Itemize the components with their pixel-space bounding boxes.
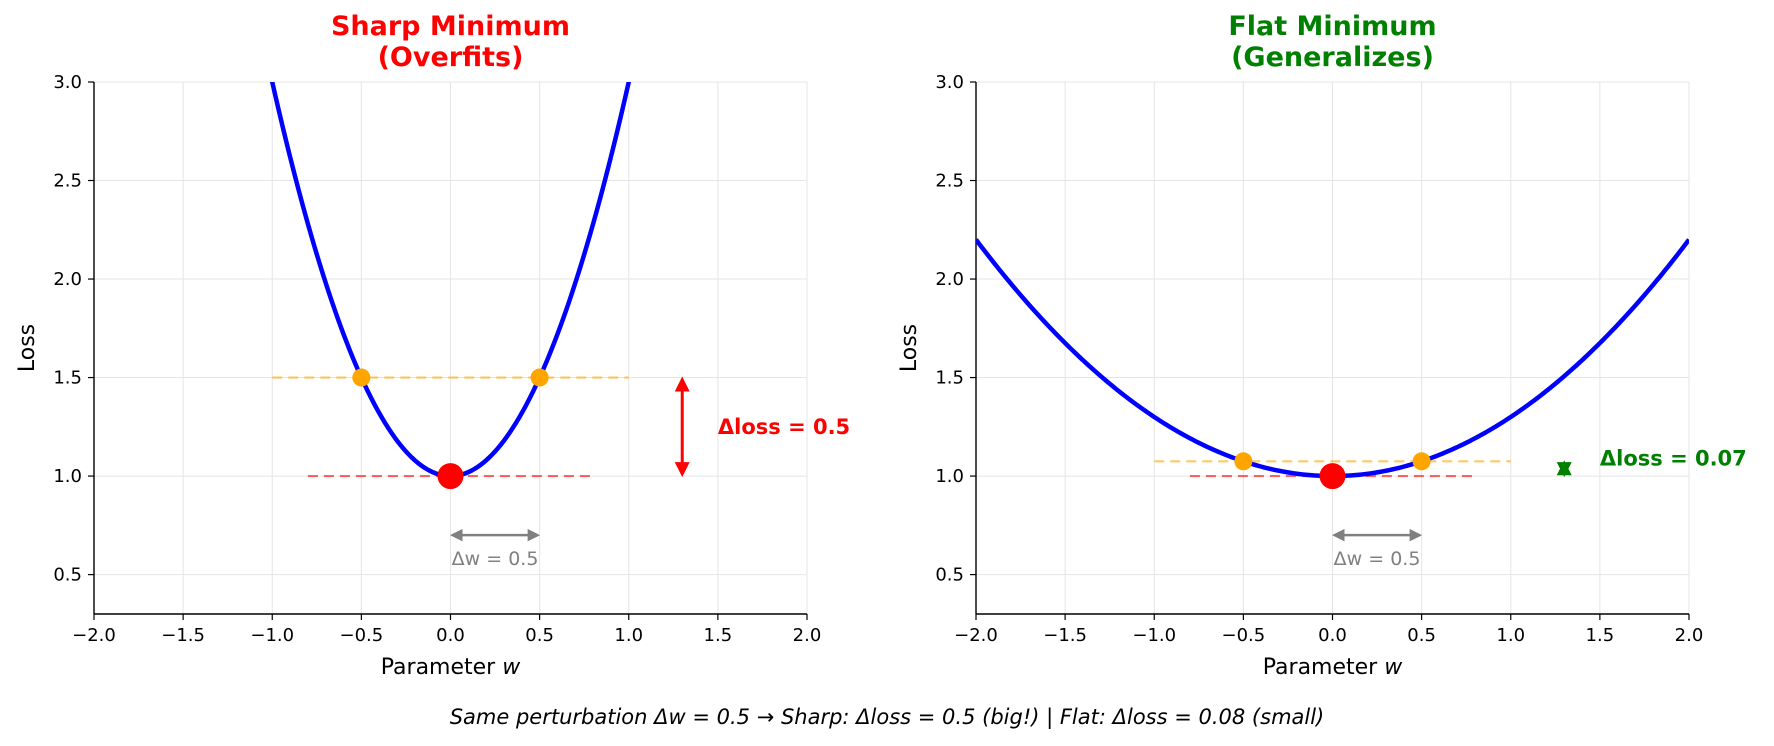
delta-loss-label: Δloss = 0.5: [718, 415, 850, 439]
y-tick-label: 1.0: [935, 466, 964, 487]
x-axis-label-text: Parameter: [381, 655, 502, 680]
x-axis-label-symbol: w: [502, 655, 521, 680]
x-tick-label: 2.0: [793, 625, 822, 646]
minimum-point: [437, 463, 464, 490]
x-axis-label: Parameter w: [1263, 655, 1403, 680]
y-tick-label: 1.0: [53, 466, 82, 487]
x-axis-label-text: Parameter: [1263, 655, 1384, 680]
y-axis-label: Loss: [897, 324, 922, 372]
y-tick-label: 1.5: [53, 368, 82, 389]
delta-w-label: Δw = 0.5: [1334, 548, 1421, 570]
y-tick-label: 0.5: [935, 565, 964, 586]
x-tick-label: 1.0: [614, 625, 643, 646]
x-tick-label: −1.5: [161, 625, 205, 646]
perturbed-point: [530, 368, 549, 387]
perturbed-point: [352, 368, 371, 387]
x-tick-label: 0.0: [1318, 625, 1347, 646]
y-tick-label: 1.5: [935, 368, 964, 389]
y-tick-label: 2.0: [53, 269, 82, 290]
x-tick-label: 2.0: [1675, 625, 1704, 646]
x-tick-label: 1.0: [1496, 625, 1525, 646]
y-tick-label: 0.5: [53, 565, 82, 586]
perturbed-point: [1412, 452, 1431, 471]
y-tick-label: 2.5: [935, 171, 964, 192]
x-tick-label: 0.0: [436, 625, 465, 646]
figure-caption: Same perturbation Δw = 0.5 → Sharp: Δlos…: [450, 705, 1325, 730]
chart-title: Flat Minimum (Generalizes): [1228, 11, 1436, 73]
y-tick-label: 3.0: [935, 72, 964, 93]
x-tick-label: −2.0: [954, 625, 998, 646]
minimum-point: [1319, 463, 1346, 490]
x-tick-label: −0.5: [340, 625, 384, 646]
x-tick-label: −2.0: [72, 625, 116, 646]
y-tick-label: 3.0: [53, 72, 82, 93]
x-tick-label: 1.5: [1586, 625, 1615, 646]
x-axis-label: Parameter w: [381, 655, 521, 680]
x-tick-label: −1.0: [250, 625, 294, 646]
delta-w-label: Δw = 0.5: [452, 548, 539, 570]
delta-loss-label: Δloss = 0.07: [1600, 446, 1747, 470]
chart-title-line: Sharp Minimum: [331, 11, 570, 42]
x-tick-label: 0.5: [1407, 625, 1436, 646]
sharp-minimum-panel: −2.0 −1.5 −1.0 −0.5 0.0 0.5 1.0 1.5 2.0 0.5 1.0 1.5…: [15, 11, 850, 680]
x-tick-label: 1.5: [704, 625, 733, 646]
x-tick-label: −0.5: [1222, 625, 1266, 646]
flat-minimum-panel: −2.0 −1.5 −1.0 −0.5 0.0 0.5 1.0 1.5 2.0 0.5 1.0 1.5…: [897, 11, 1747, 680]
x-tick-label: 0.5: [525, 625, 554, 646]
chart-title: Sharp Minimum (Overfits): [331, 11, 570, 73]
y-tick-label: 2.0: [935, 269, 964, 290]
chart-title-line: Flat Minimum: [1228, 11, 1436, 42]
x-tick-label: −1.0: [1132, 625, 1176, 646]
chart-title-line: (Overfits): [378, 42, 524, 73]
chart-title-line: (Generalizes): [1231, 42, 1434, 73]
x-tick-label: −1.5: [1043, 625, 1087, 646]
x-axis-label-symbol: w: [1384, 655, 1403, 680]
perturbed-point: [1234, 452, 1253, 471]
y-axis-label: Loss: [15, 324, 40, 372]
y-tick-label: 2.5: [53, 171, 82, 192]
